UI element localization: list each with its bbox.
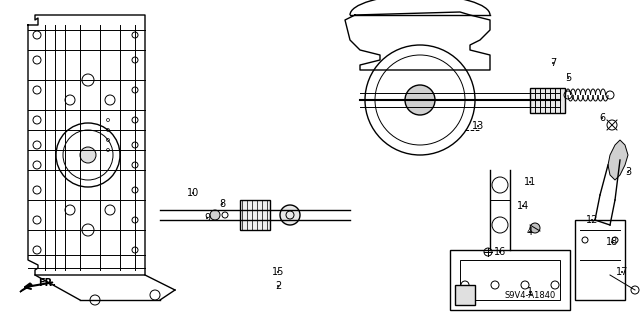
Bar <box>450 250 570 310</box>
Circle shape <box>221 203 223 205</box>
Circle shape <box>529 181 531 183</box>
Text: 10: 10 <box>187 188 199 198</box>
Circle shape <box>405 85 435 115</box>
Circle shape <box>552 62 554 64</box>
Circle shape <box>601 117 603 119</box>
Circle shape <box>80 147 96 163</box>
Circle shape <box>277 285 279 287</box>
Text: 3: 3 <box>625 167 631 177</box>
Text: 18: 18 <box>606 237 618 247</box>
Circle shape <box>530 223 540 233</box>
Text: 6: 6 <box>599 113 605 123</box>
Text: 2: 2 <box>275 281 281 291</box>
Text: 1: 1 <box>527 287 533 297</box>
Text: 8: 8 <box>219 199 225 209</box>
Text: 12: 12 <box>586 215 598 225</box>
Circle shape <box>591 219 593 221</box>
Bar <box>575 220 625 300</box>
Polygon shape <box>608 140 628 180</box>
Bar <box>460 260 560 300</box>
Text: 17: 17 <box>616 267 628 277</box>
Polygon shape <box>20 284 32 292</box>
Circle shape <box>192 192 194 194</box>
Text: 5: 5 <box>565 73 571 83</box>
Circle shape <box>611 241 613 243</box>
Circle shape <box>210 210 220 220</box>
Text: S9V4-A1840: S9V4-A1840 <box>504 291 556 300</box>
Text: 9: 9 <box>204 213 210 223</box>
Text: 4: 4 <box>527 227 533 237</box>
Circle shape <box>477 125 479 127</box>
Circle shape <box>277 271 279 273</box>
Circle shape <box>206 217 208 219</box>
Circle shape <box>627 171 628 173</box>
Bar <box>455 285 475 305</box>
Circle shape <box>567 77 569 79</box>
Text: 13: 13 <box>472 121 484 131</box>
Text: 15: 15 <box>272 267 284 277</box>
Circle shape <box>522 205 524 207</box>
Text: FR.: FR. <box>38 278 56 288</box>
Bar <box>530 88 565 113</box>
Text: 11: 11 <box>524 177 536 187</box>
Text: 7: 7 <box>550 58 556 68</box>
Text: 14: 14 <box>517 201 529 211</box>
Circle shape <box>499 251 501 253</box>
Text: 16: 16 <box>494 247 506 257</box>
Circle shape <box>529 231 531 233</box>
Circle shape <box>280 205 300 225</box>
Bar <box>240 200 270 230</box>
Circle shape <box>529 291 531 293</box>
Circle shape <box>621 271 623 273</box>
